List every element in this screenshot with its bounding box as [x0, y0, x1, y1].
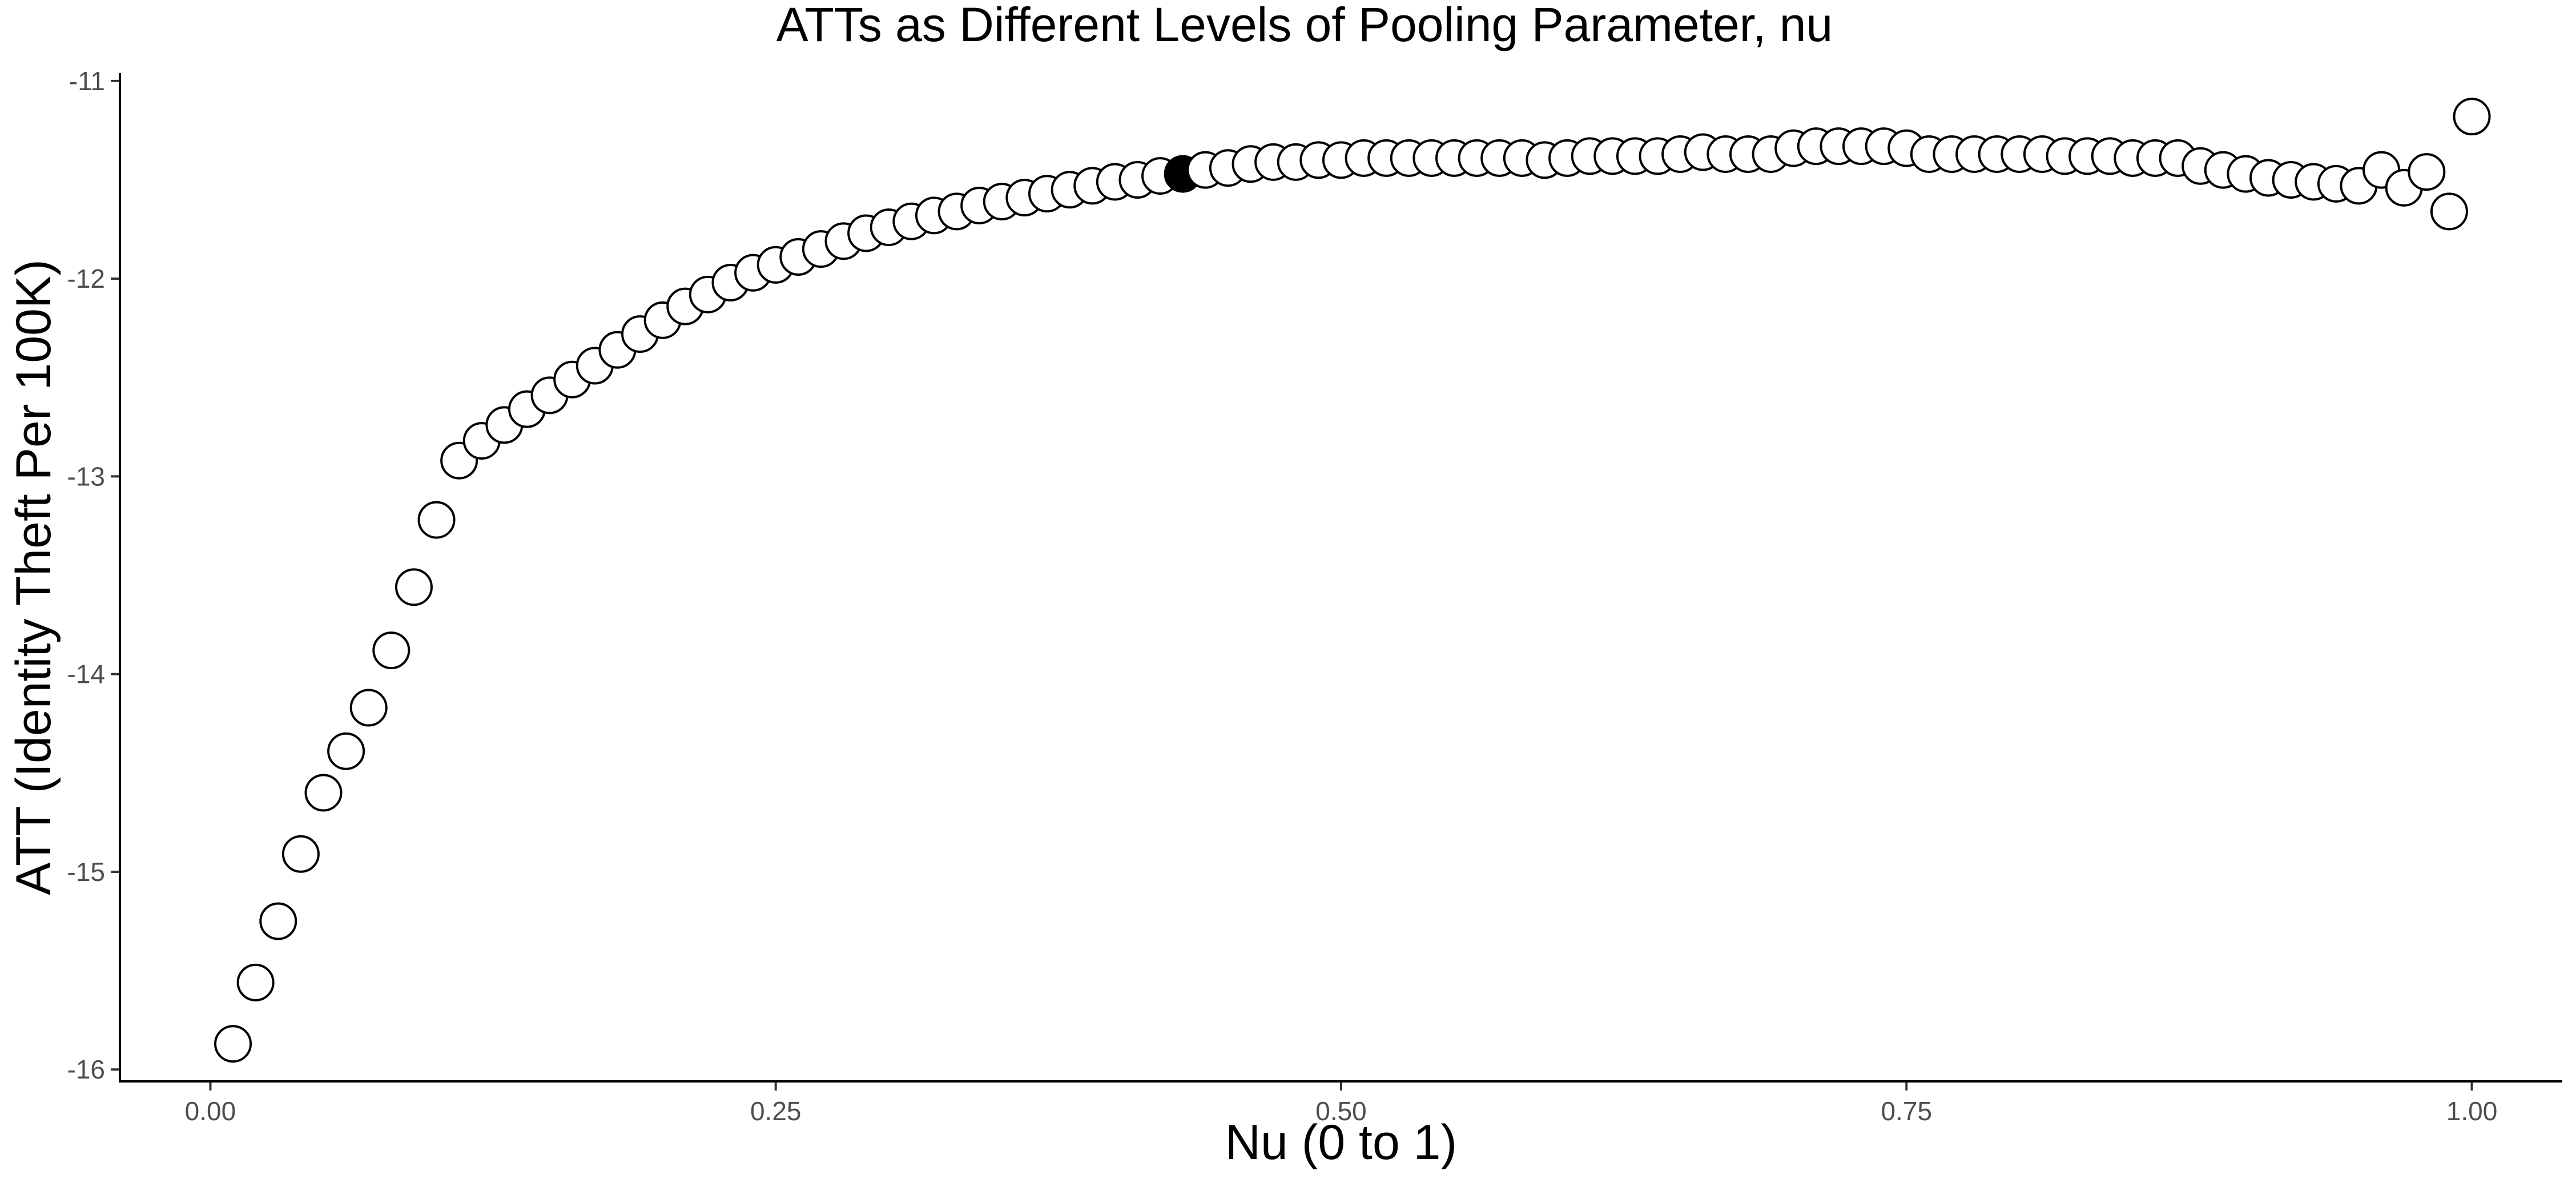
- x-axis-title: Nu (0 to 1): [1225, 1115, 1457, 1170]
- x-tick-label: 1.00: [2446, 1096, 2498, 1126]
- data-point: [372, 631, 410, 670]
- chart-title: ATTs as Different Levels of Pooling Para…: [776, 0, 1833, 51]
- data-point: [259, 902, 297, 940]
- data-point: [395, 568, 433, 606]
- y-tick-label: -12: [67, 264, 105, 293]
- y-axis-title: ATT (Identity Theft Per 100K): [6, 259, 61, 895]
- y-axis-ticks: -16 -15 -14 -13 -12 -11: [67, 66, 120, 1084]
- y-tick-label: -15: [67, 857, 105, 887]
- y-tick-label: -11: [69, 66, 105, 96]
- data-point: [349, 689, 388, 727]
- data-point: [281, 835, 320, 873]
- data-point: [214, 1025, 252, 1063]
- data-point: [304, 774, 343, 812]
- data-point: [2408, 153, 2446, 191]
- data-point: [327, 732, 365, 770]
- x-tick-label: 0.25: [750, 1096, 802, 1126]
- y-tick-label: -16: [67, 1055, 105, 1084]
- x-tick-label: 0.00: [185, 1096, 236, 1126]
- data-point: [417, 501, 456, 539]
- data-point: [2430, 192, 2468, 231]
- x-axis-ticks: 0.00 0.25 0.50 0.75 1.00: [185, 1081, 2498, 1126]
- y-tick-label: -14: [67, 659, 105, 689]
- x-tick-label: 0.50: [1315, 1096, 1367, 1126]
- data-point: [236, 963, 275, 1001]
- data-points: [214, 98, 2491, 1063]
- x-tick-label: 0.75: [1881, 1096, 1933, 1126]
- data-point: [2453, 98, 2491, 136]
- y-tick-label: -13: [67, 461, 105, 491]
